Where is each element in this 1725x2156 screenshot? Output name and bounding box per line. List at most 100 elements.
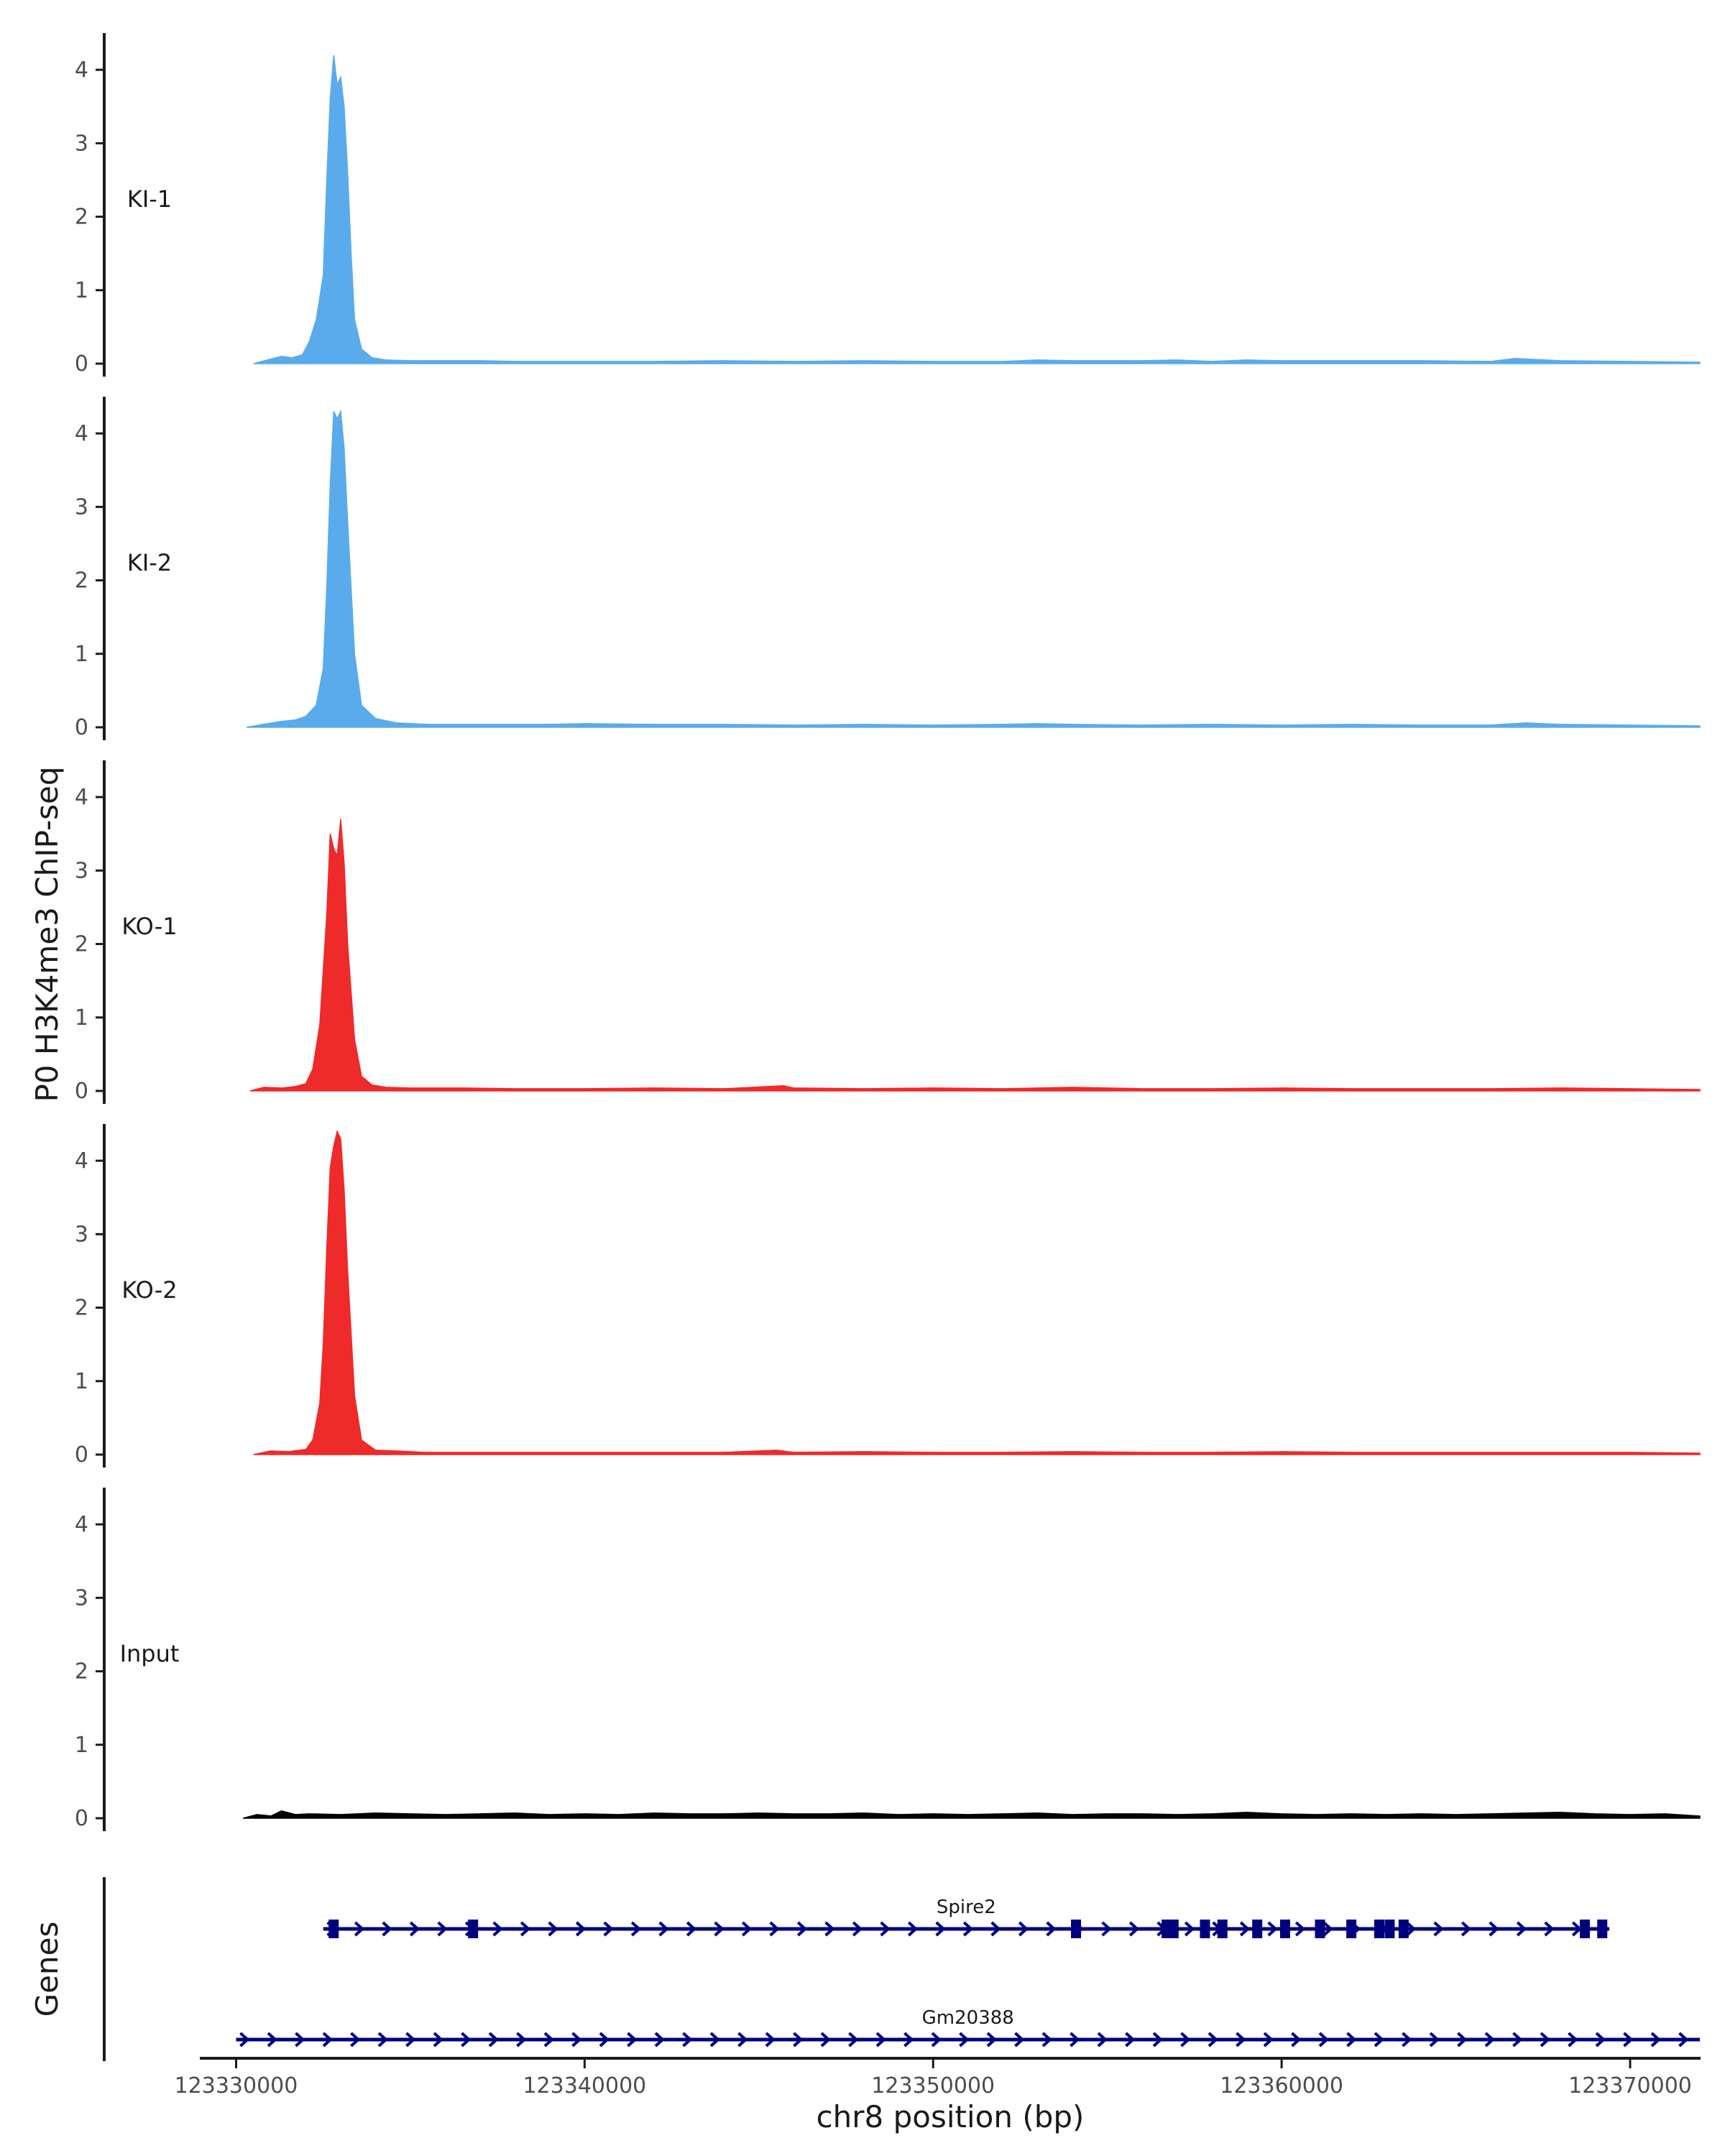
- gene-spire2: Spire2: [323, 1897, 1610, 1938]
- strand-arrow: [1041, 2032, 1052, 2047]
- exon: [468, 1920, 479, 1938]
- y-tick-label: 4: [75, 57, 88, 83]
- strand-arrow: [1208, 2032, 1218, 2047]
- strand-arrow: [548, 1921, 558, 1937]
- genes-axis-title: Genes: [29, 1922, 65, 2017]
- signal-area: [249, 819, 1701, 1092]
- strand-arrow: [931, 2032, 942, 2047]
- exon: [328, 1920, 339, 1938]
- strand-arrow: [433, 2032, 443, 2047]
- track-ki-2: 0 1 2 3 4 KI-2: [75, 397, 1701, 740]
- strand-arrow: [322, 2032, 333, 2047]
- strand-arrow: [852, 1921, 863, 1937]
- x-axis: 123330000 123340000 123350000 123360000 1233…: [175, 2057, 1701, 2099]
- strand-arrow: [1402, 2032, 1412, 2047]
- strand-arrow: [239, 2032, 250, 2047]
- strand-arrow: [461, 2032, 472, 2047]
- strand-arrow: [488, 2032, 499, 2047]
- strand-arrow: [880, 1921, 891, 1937]
- y-tick-label: 0: [75, 1806, 88, 1831]
- signal-area: [253, 55, 1701, 364]
- track-ko-1: 0 1 2 3 4 KO-1: [75, 760, 1701, 1104]
- exon: [1279, 1920, 1290, 1938]
- track-label: KI-1: [127, 185, 172, 213]
- strand-arrow: [1540, 2032, 1550, 2047]
- y-tick-label: 3: [75, 494, 88, 520]
- strand-arrow: [1097, 2032, 1108, 2047]
- signal-area: [243, 1810, 1701, 1819]
- strand-arrow: [520, 1921, 531, 1937]
- strand-arrow: [848, 2032, 859, 2047]
- strand-arrow: [959, 2032, 970, 2047]
- strand-arrow: [1070, 2032, 1080, 2047]
- track-label: KI-2: [127, 549, 172, 576]
- y-tick-label: 1: [75, 1733, 88, 1758]
- strand-arrow: [437, 1921, 448, 1937]
- y-tick-label: 0: [75, 351, 88, 377]
- strand-arrow: [295, 2032, 305, 2047]
- strand-arrow: [1018, 1921, 1029, 1937]
- x-tick-label: 123340000: [523, 2073, 646, 2099]
- strand-arrow: [1678, 2032, 1689, 2047]
- strand-arrow: [1291, 2032, 1302, 2047]
- x-tick-label: 123350000: [871, 2073, 995, 2099]
- exon: [1168, 1920, 1179, 1938]
- strand-arrow: [1460, 1921, 1472, 1937]
- strand-arrow: [682, 2032, 693, 2047]
- strand-arrow: [903, 2032, 914, 2047]
- strand-arrow: [599, 2032, 610, 2047]
- y-tick-label: 0: [75, 715, 88, 740]
- strand-arrow: [793, 2032, 804, 2047]
- strand-arrow: [571, 2032, 582, 2047]
- exon: [1374, 1920, 1384, 1938]
- strand-arrow: [377, 2032, 388, 2047]
- strand-arrow: [907, 1921, 919, 1937]
- strand-arrow: [1595, 2032, 1606, 2047]
- track-label: Input: [120, 1640, 180, 1667]
- track-ki-1: 0 1 2 3 4 KI-1: [75, 33, 1701, 377]
- strand-arrow: [1405, 1921, 1417, 1937]
- strand-arrow: [709, 2032, 720, 2047]
- exon: [1597, 1920, 1608, 1938]
- strand-arrow: [382, 1921, 392, 1937]
- strand-arrow: [1236, 2032, 1246, 2047]
- track-ko-2: 0 1 2 3 4 KO-2: [75, 1124, 1701, 1468]
- strand-arrow: [1294, 1921, 1306, 1937]
- strand-arrow: [737, 2032, 748, 2047]
- x-tick-label: 123330000: [175, 2073, 298, 2099]
- strand-arrow: [543, 2032, 554, 2047]
- strand-arrow: [1512, 2032, 1523, 2047]
- exon: [1579, 1920, 1590, 1938]
- strand-arrow: [627, 2032, 638, 2047]
- strand-arrow: [769, 1921, 780, 1937]
- gene-label: Spire2: [937, 1897, 996, 1918]
- strand-arrow: [796, 1921, 808, 1937]
- strand-arrow: [1263, 2032, 1274, 2047]
- y-tick-label: 3: [75, 1585, 88, 1611]
- y-tick-label: 1: [75, 1369, 88, 1394]
- strand-arrow: [1516, 1921, 1527, 1937]
- y-tick-label: 1: [75, 278, 88, 303]
- gene-track: Spire2 Gm20388: [103, 1877, 1700, 2061]
- exon: [1398, 1920, 1409, 1938]
- x-tick-label: 123370000: [1568, 2073, 1692, 2099]
- exon: [1071, 1920, 1082, 1938]
- strand-arrow: [1568, 2032, 1578, 2047]
- strand-arrow: [990, 1921, 1001, 1937]
- track-input: 0 1 2 3 4 Input: [75, 1488, 1701, 1831]
- strand-arrow: [516, 2032, 527, 2047]
- y-tick-label: 1: [75, 642, 88, 667]
- strand-arrow: [1489, 1921, 1499, 1937]
- strand-arrow: [575, 1921, 586, 1937]
- strand-arrow: [1125, 2032, 1136, 2047]
- strand-arrow: [1322, 1921, 1333, 1937]
- y-tick-label: 1: [75, 1005, 88, 1031]
- y-tick-label: 0: [75, 1442, 88, 1468]
- y-tick-label: 4: [75, 421, 88, 446]
- strand-arrow: [824, 1921, 835, 1937]
- exon: [1200, 1920, 1210, 1938]
- strand-arrow: [658, 1921, 669, 1937]
- strand-arrow: [350, 2032, 361, 2047]
- strand-arrow: [1433, 1921, 1444, 1937]
